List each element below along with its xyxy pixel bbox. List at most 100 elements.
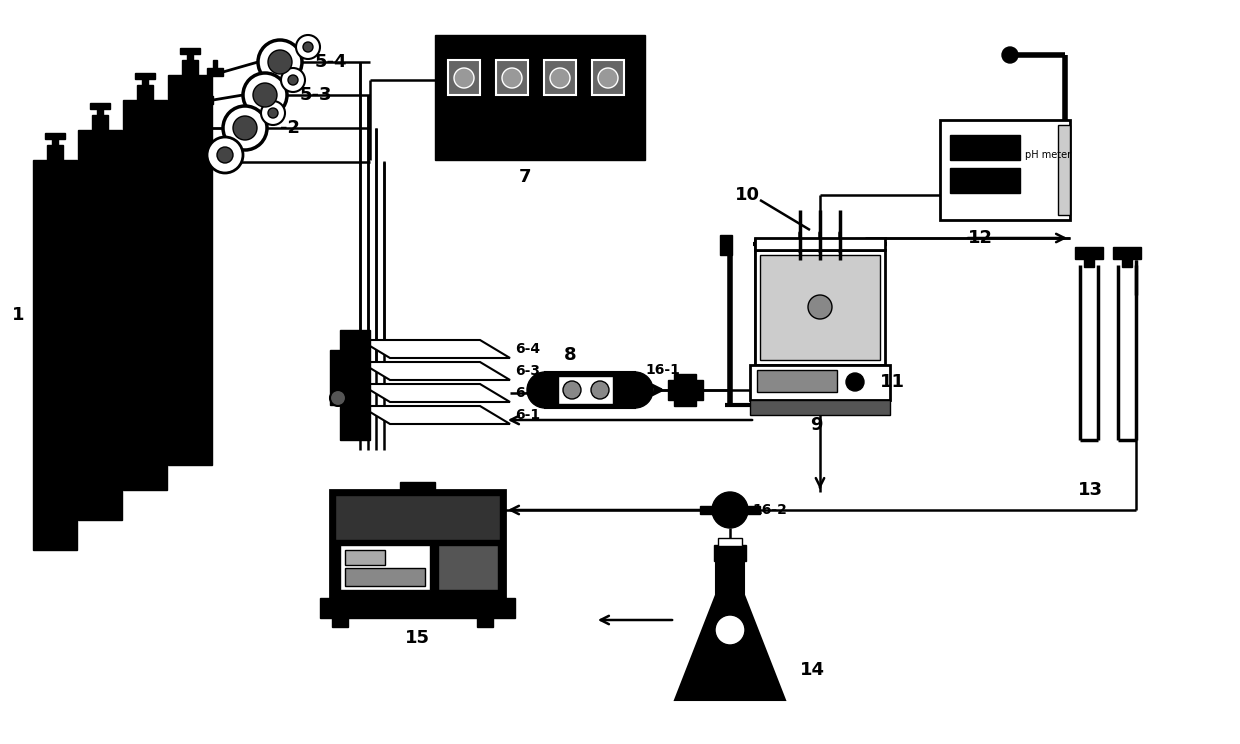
Bar [1114,247,1141,259]
Circle shape [258,40,303,84]
Bar [97,109,103,119]
Circle shape [268,50,291,74]
Bar [675,374,696,380]
Bar [477,615,494,627]
Bar [435,35,645,160]
Text: 16-2: 16-2 [751,503,787,517]
Text: 3: 3 [105,246,118,264]
Bar [756,370,837,392]
Bar [755,250,885,365]
Bar [950,168,1021,193]
Bar [544,60,577,95]
Circle shape [207,137,243,173]
Bar [714,545,746,561]
Bar [203,88,207,98]
Bar [1075,247,1104,259]
Circle shape [502,68,522,88]
Circle shape [712,492,748,528]
Circle shape [551,68,570,88]
Circle shape [618,372,653,408]
Circle shape [296,35,320,59]
Bar [558,376,613,404]
Bar [675,400,696,406]
Bar [180,48,200,54]
Bar [330,350,348,405]
Text: 13: 13 [1078,481,1102,499]
Circle shape [846,373,864,391]
Polygon shape [360,406,510,424]
Text: 4: 4 [148,216,160,234]
Polygon shape [360,362,510,380]
Circle shape [223,106,267,150]
Bar [45,133,64,139]
Text: 6-1: 6-1 [515,408,541,422]
Bar [78,130,122,520]
Bar [335,495,500,540]
Bar [701,506,760,514]
Bar [448,60,480,95]
Bar [755,238,885,250]
Bar [750,400,890,415]
Bar [52,139,58,149]
Bar [340,330,370,440]
Bar [1084,257,1094,267]
Circle shape [330,390,346,406]
Bar [1122,257,1132,267]
Text: 8: 8 [564,346,577,364]
Bar [332,615,348,627]
Circle shape [527,372,563,408]
Bar [950,135,1021,160]
Bar [330,490,505,600]
Circle shape [303,42,312,52]
Circle shape [563,381,582,399]
Bar [193,116,197,126]
Bar [438,545,498,590]
Text: 11: 11 [880,373,905,391]
Circle shape [217,147,233,163]
Text: 1: 1 [12,306,25,324]
Bar [718,538,742,546]
Bar [167,75,212,465]
Bar [182,60,198,80]
Circle shape [268,108,278,118]
Bar [940,120,1070,220]
Polygon shape [360,384,510,402]
Bar [720,235,732,255]
Bar [320,598,515,618]
Bar [207,68,223,76]
Bar [760,255,880,360]
Bar [187,124,203,132]
Bar [546,372,635,408]
Circle shape [715,615,745,645]
Text: 14: 14 [800,661,825,679]
Bar [136,85,153,105]
Bar [213,60,217,70]
Text: 5-3: 5-3 [300,86,332,104]
Circle shape [233,116,257,140]
Text: 12: 12 [967,229,992,247]
Bar [33,160,77,550]
Circle shape [243,73,286,117]
Polygon shape [675,560,785,700]
Circle shape [253,83,277,107]
Bar [1058,125,1070,215]
Bar [496,60,528,95]
Bar [47,145,63,165]
Circle shape [288,75,298,85]
Circle shape [808,295,832,319]
Bar [340,545,430,590]
Text: pH meter: pH meter [1025,150,1071,160]
Text: 2: 2 [60,276,72,294]
Circle shape [598,68,618,88]
Bar [123,100,167,490]
Text: 10: 10 [735,186,760,204]
Circle shape [281,68,305,92]
Text: 7: 7 [518,168,531,186]
Text: 5-4: 5-4 [315,53,347,71]
Text: 16-1: 16-1 [645,363,680,377]
Text: 6-2: 6-2 [515,386,541,400]
Bar [135,73,155,79]
Circle shape [454,68,474,88]
Bar [401,482,435,490]
Text: 6-3: 6-3 [515,364,539,378]
